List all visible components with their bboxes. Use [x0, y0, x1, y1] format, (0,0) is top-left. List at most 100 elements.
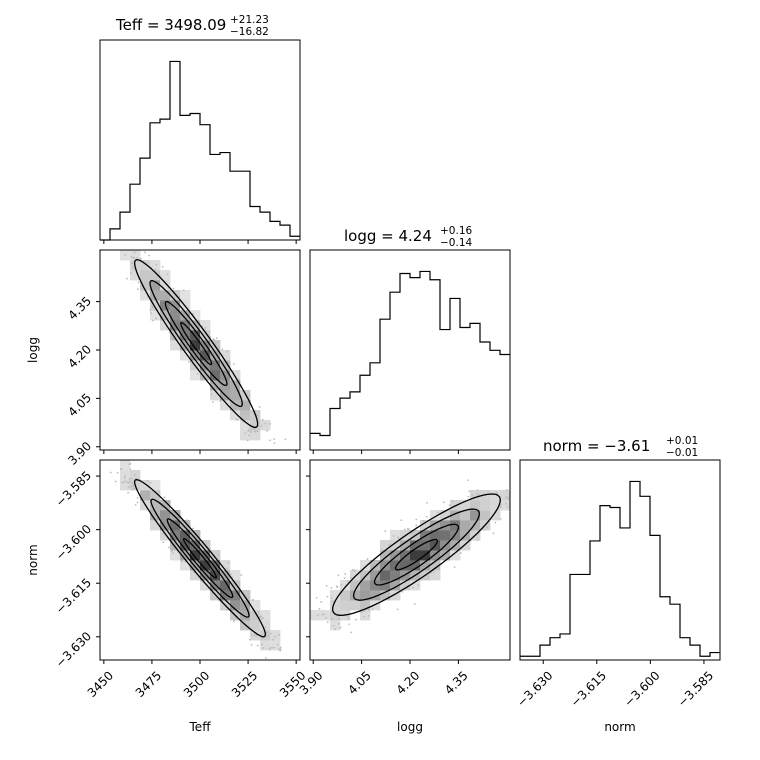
sample-point: [269, 632, 272, 635]
contour-line: [133, 479, 267, 638]
density-cell: [330, 600, 341, 611]
sample-point: [136, 496, 139, 499]
sample-point: [264, 626, 267, 629]
sample-point: [325, 584, 328, 587]
density-cell: [190, 330, 201, 341]
sample-point: [248, 429, 250, 431]
title-logg: logg = 4.24 +0.16 −0.14: [344, 225, 472, 249]
density-cell: [150, 270, 161, 281]
density-cell: [430, 570, 441, 581]
density-cell: [240, 610, 251, 621]
sample-point: [273, 442, 276, 444]
sample-point: [178, 295, 181, 298]
sample-point: [196, 373, 199, 375]
density-cell: [370, 580, 381, 591]
sample-point: [362, 615, 365, 618]
density-cell: [320, 610, 331, 621]
sample-point: [478, 493, 481, 496]
sample-point: [129, 480, 131, 483]
sample-point: [248, 434, 251, 437]
density-cell: [150, 290, 161, 301]
sample-point: [116, 471, 119, 474]
density-cell: [260, 620, 271, 631]
sample-point: [485, 526, 488, 529]
density-cell: [220, 370, 231, 381]
density-cell: [390, 570, 401, 581]
density-cell: [470, 520, 481, 531]
density-cell: [210, 360, 221, 371]
density-cell: [470, 510, 481, 521]
sample-point: [234, 617, 237, 620]
sample-point: [495, 491, 498, 494]
sample-point: [219, 400, 222, 403]
density-cell: [430, 550, 441, 561]
sample-point: [363, 610, 366, 613]
density-cell: [150, 260, 161, 271]
sample-point: [253, 427, 256, 430]
density-cell: [480, 500, 491, 511]
sample-point: [273, 438, 275, 441]
sample-point: [260, 425, 263, 428]
density-cell: [440, 530, 451, 541]
density-cell: [130, 270, 141, 281]
sample-point: [467, 495, 470, 498]
title-logg-minus: −0.14: [440, 237, 472, 249]
density-cell: [350, 580, 361, 591]
sample-point: [284, 438, 287, 441]
sample-point: [367, 615, 370, 617]
sample-point: [279, 646, 282, 649]
sample-point: [233, 620, 235, 623]
density-cell: [160, 270, 171, 281]
sample-point: [192, 312, 194, 315]
sample-point: [184, 560, 187, 563]
sample-point: [161, 265, 164, 268]
sample-point: [136, 501, 139, 504]
density-cell: [170, 550, 181, 561]
density-cell: [420, 530, 431, 541]
density-cell: [250, 420, 261, 431]
density-cell: [170, 510, 181, 521]
sample-point: [155, 263, 158, 266]
sample-point: [130, 255, 133, 258]
sample-point: [337, 622, 340, 625]
sample-point: [483, 528, 485, 531]
title-logg-main: logg = 4.24: [344, 227, 432, 245]
density-cell: [220, 580, 231, 591]
density-cell: [150, 280, 161, 291]
sample-point: [132, 481, 134, 484]
sample-point: [277, 648, 280, 651]
x-axis-label-logg: logg: [397, 720, 423, 734]
density-cell: [440, 520, 451, 531]
sample-point: [323, 613, 325, 616]
y-axis-label-logg: logg: [26, 337, 40, 363]
sample-point: [215, 337, 218, 340]
sample-point: [210, 393, 213, 396]
sample-point: [325, 617, 328, 619]
sample-point: [273, 646, 276, 649]
sample-point: [180, 560, 183, 563]
density-cell: [220, 360, 231, 371]
density-cell: [160, 320, 171, 331]
sample-point: [351, 568, 354, 571]
density-cell: [160, 290, 171, 301]
sample-point: [123, 477, 126, 479]
sample-point: [332, 625, 335, 627]
sample-point: [505, 502, 507, 505]
density-cell: [180, 540, 191, 551]
sample-point: [133, 487, 135, 490]
sample-point: [499, 518, 502, 520]
density-cell: [190, 570, 201, 581]
density-cell: [210, 550, 221, 561]
density-cell: [240, 420, 251, 431]
title-teff: Teff = 3498.09 +21.23 −16.82: [115, 14, 269, 38]
density-cell: [360, 590, 371, 601]
density-cell: [230, 570, 241, 581]
sample-point: [264, 422, 267, 425]
density-cell: [210, 390, 221, 401]
density-cell: [140, 490, 151, 501]
sample-point: [348, 623, 351, 626]
density-cell: [190, 540, 201, 551]
sample-point: [172, 287, 175, 290]
histogram-logg: [309, 249, 511, 454]
density-cell: [170, 520, 181, 531]
